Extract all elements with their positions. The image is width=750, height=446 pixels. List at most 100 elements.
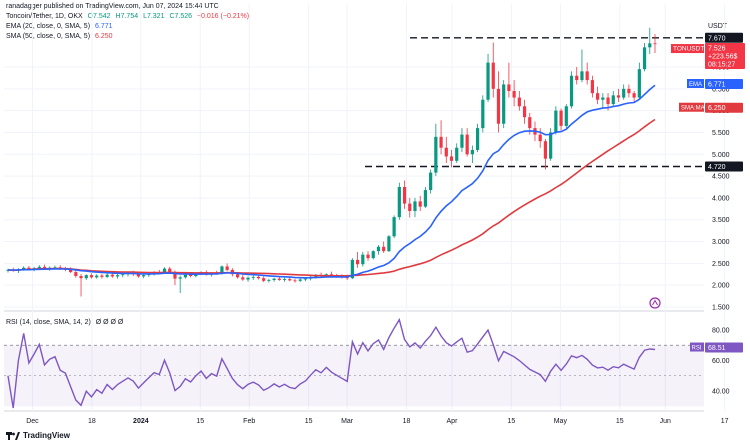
time-tick-label: 15 — [616, 418, 624, 425]
last-price-badge-text: 7.526 — [708, 46, 726, 53]
sma-50-line[interactable] — [7, 118, 656, 277]
candle-body — [355, 259, 360, 265]
candle-body — [413, 201, 417, 211]
alert-icon[interactable] — [649, 297, 661, 309]
candle-body — [397, 187, 401, 218]
candle-body — [423, 190, 428, 207]
resistance-price-badge[interactable]: 7.670 — [705, 32, 743, 43]
candle-body — [262, 278, 266, 281]
rsi-tick-label: 40.00 — [712, 389, 730, 396]
candle-body — [37, 266, 41, 269]
candle-body — [256, 276, 261, 279]
time-tick-label: Feb — [243, 418, 255, 425]
candle-body — [549, 132, 553, 159]
candle-body — [449, 156, 454, 161]
time-tick-label: Apr — [447, 418, 459, 425]
ema-tag-badge[interactable]: EMA — [687, 78, 704, 88]
tradingview-logo[interactable]: TradingView — [6, 431, 70, 440]
candle-body — [84, 275, 88, 279]
support-price-badge-text: 4.720 — [708, 164, 726, 171]
price-scale-bg — [704, 0, 750, 446]
support-price-badge[interactable]: 4.720 — [705, 161, 743, 172]
candle-body — [298, 279, 302, 281]
candle-body — [168, 268, 172, 273]
symbol-tag-badge[interactable]: TONUSDT — [671, 44, 704, 54]
candle-body — [429, 172, 433, 191]
candle-body — [606, 97, 610, 105]
candle-body — [173, 272, 177, 279]
time-tick-label: Dec — [26, 418, 39, 425]
candle-body — [115, 275, 120, 277]
candle-body — [642, 47, 647, 70]
candle-body — [371, 251, 375, 259]
candle-body — [267, 279, 271, 281]
sma-legend[interactable]: SMA (50, close, 0, SMA, 5) 6.250 — [6, 32, 116, 41]
last-price-badge[interactable]: 7.526+223.56$08:15:27 — [705, 43, 745, 70]
sma-price-badge[interactable]: 6.250 — [705, 102, 743, 113]
candle-body — [366, 254, 370, 259]
candle-body — [538, 134, 542, 142]
horizontal-levels — [365, 37, 704, 168]
candle-body — [627, 88, 631, 94]
ema-legend[interactable]: EMA (20, close, 0, SMA, 5) 6.771 — [6, 22, 116, 31]
candle-body — [27, 267, 31, 270]
candle-body — [632, 93, 636, 98]
time-tick-label: 15 — [305, 418, 313, 425]
candle-body — [74, 272, 78, 277]
candle-body — [564, 106, 568, 126]
candle-body — [418, 201, 422, 207]
candle-body — [434, 136, 438, 173]
sma-legend-value: 6.250 — [94, 33, 113, 40]
time-tick-label: Mar — [341, 418, 354, 425]
candle-body — [235, 274, 240, 278]
ohlc-open: O7.542 — [87, 13, 111, 20]
candle-body — [543, 141, 548, 159]
candle-body — [611, 95, 615, 105]
price-tick-label: 5.500 — [712, 130, 730, 137]
symbol-name[interactable]: Toncoin/Tether, 1D, OKX — [6, 13, 83, 20]
candle-body — [408, 203, 412, 211]
ema-price-badge-bg — [705, 78, 743, 89]
sma-price-badge-bg — [705, 102, 743, 113]
candle-body — [53, 267, 57, 269]
rsi-legend-label: RSI (14, close, SMA, 14, 2) — [6, 319, 91, 326]
candle-body — [42, 266, 47, 269]
tradingview-brand: TradingView — [23, 431, 70, 440]
candle-body — [460, 134, 464, 148]
last-price-badge-bg — [705, 43, 745, 70]
ema-tag-bg — [687, 78, 704, 88]
rsi-pane — [4, 317, 704, 409]
sma-tag-badge[interactable]: SMA:MA — [679, 102, 705, 112]
candle-body — [444, 147, 448, 157]
candle-body — [517, 97, 521, 107]
candle-body — [350, 259, 354, 279]
candles — [6, 27, 657, 297]
support-price-badge-bg — [705, 161, 743, 172]
rsi-tick-label: 60.00 — [712, 358, 730, 365]
candle-body — [496, 88, 501, 124]
ema-20-line[interactable] — [7, 84, 656, 279]
time-tick-label: 18 — [88, 418, 96, 425]
rsi-legend[interactable]: RSI (14, close, SMA, 14, 2) Ø Ø Ø Ø — [6, 318, 126, 327]
time-tick-label: 15 — [196, 418, 204, 425]
rsi-tag-badge[interactable]: RSI — [690, 342, 704, 352]
candle-body — [162, 268, 167, 273]
rsi-value-badge[interactable]: 68.51 — [705, 342, 743, 353]
rsi-line[interactable] — [7, 317, 656, 409]
time-tick-label: 15 — [508, 418, 516, 425]
candle-body — [387, 236, 391, 252]
time-tick-label: 2024 — [133, 418, 149, 425]
candle-body — [277, 278, 281, 280]
rsi-tag-text: RSI — [692, 346, 702, 352]
candle-body — [183, 274, 188, 278]
candle-body — [376, 246, 381, 252]
ema-price-badge[interactable]: 6.771 — [705, 78, 743, 89]
candle-body — [402, 187, 407, 204]
time-tick-label: 17 — [721, 418, 729, 425]
time-tick-label: Jun — [660, 418, 671, 425]
price-tick-label: 4.500 — [712, 174, 730, 181]
candle-body — [100, 275, 104, 277]
candle-body — [89, 275, 94, 278]
ohlc-close: C7.526 — [169, 13, 193, 20]
